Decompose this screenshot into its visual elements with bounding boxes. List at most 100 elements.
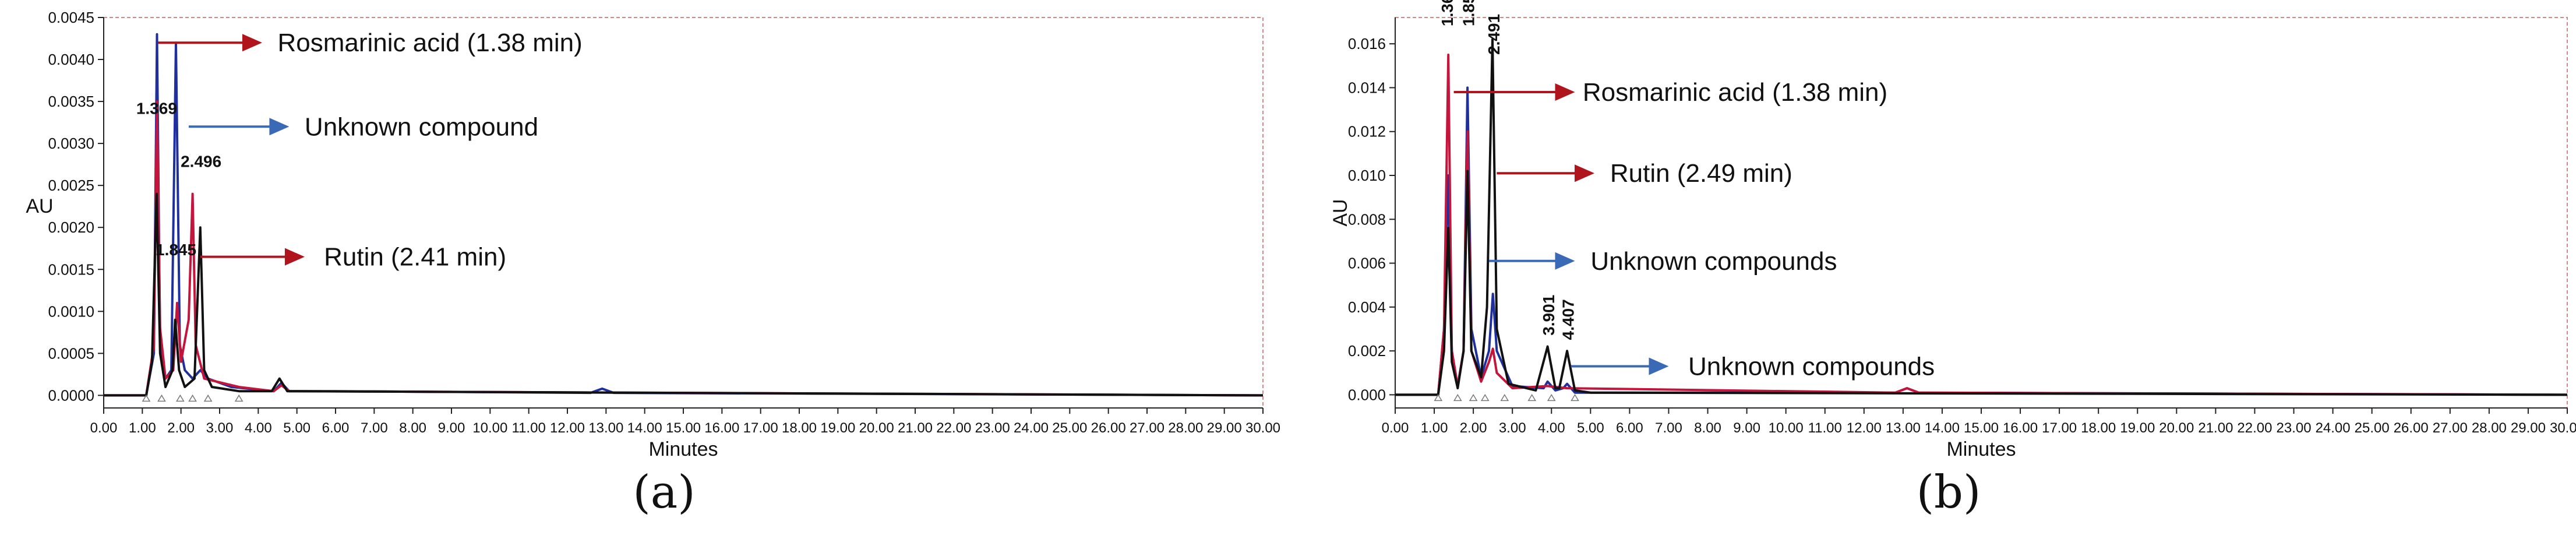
annotation-label: Unknown compound — [305, 112, 538, 141]
annotation-arrow-head — [1575, 164, 1595, 182]
x-tick-label: 23.00 — [2277, 420, 2312, 436]
x-tick-label: 3.00 — [206, 420, 234, 436]
x-tick-label: 0.00 — [90, 420, 118, 436]
x-tick-label: 27.00 — [2433, 420, 2468, 436]
y-tick-label: 0.0035 — [48, 93, 94, 110]
x-tick-label: 1.00 — [1421, 420, 1448, 436]
peak-label: 1.852 — [1459, 0, 1477, 26]
x-tick-label: 9.00 — [438, 420, 465, 436]
peak-label: 4.407 — [1559, 299, 1577, 340]
integration-mark — [234, 394, 244, 402]
x-tick-label: 9.00 — [1733, 420, 1760, 436]
peak-label: 1.845 — [156, 241, 196, 259]
x-tick-label: 28.00 — [2472, 420, 2507, 436]
y-tick-label: 0.008 — [1348, 210, 1386, 228]
annotation-label: Unknown compounds — [1688, 352, 1935, 381]
caption-a: (a) — [633, 466, 696, 519]
x-tick-label: 16.00 — [704, 420, 739, 436]
x-tick-label: 13.00 — [588, 420, 623, 436]
series-line-3 — [104, 192, 1264, 397]
annotation-arrow-head — [1555, 83, 1575, 101]
y-tick-label: 0.016 — [1348, 35, 1386, 52]
x-tick-label: 4.00 — [245, 420, 272, 436]
integration-mark — [1527, 393, 1537, 402]
x-tick-label: 25.00 — [1052, 420, 1087, 436]
x-tick-label: 19.00 — [820, 420, 855, 436]
x-tick-label: 0.00 — [1382, 420, 1409, 436]
x-tick-label: 2.00 — [167, 420, 195, 436]
x-tick-label: 14.00 — [627, 420, 662, 436]
y-axis-label: AU — [26, 195, 53, 217]
x-tick-label: 2.00 — [1460, 420, 1487, 436]
peak-label: 1.363 — [1438, 0, 1456, 26]
integration-mark — [1571, 393, 1579, 402]
y-tick-label: 0.0010 — [48, 302, 94, 320]
annotation-arrow-head — [284, 248, 305, 266]
x-tick-label: 27.00 — [1130, 420, 1165, 436]
chart-b: 0.000 0.002 0.004 0.006 0.008 0.010 0.012 0.014… — [1329, 0, 2576, 460]
chromatogram-panel-a: 0.0000 0.0005 0.0010 0.0015 0.0020 0.0025 0.00… — [0, 0, 1287, 539]
x-tick-label: 20.00 — [859, 420, 894, 436]
x-tick-label: 23.00 — [975, 420, 1010, 436]
y-tick-label: 0.0040 — [48, 51, 94, 68]
y-tick-label: 0.0030 — [48, 135, 94, 152]
annotation-label: Rosmarinic acid (1.38 min) — [1583, 78, 1887, 107]
integration-mark — [176, 394, 185, 402]
integration-mark — [1480, 393, 1490, 402]
x-tick-label: 17.00 — [743, 420, 778, 436]
caption-b: (b) — [1916, 466, 1981, 519]
integration-mark — [188, 394, 197, 402]
y-tick-label: 0.002 — [1348, 342, 1386, 360]
x-tick-label: 7.00 — [1655, 420, 1682, 436]
integration-mark — [1434, 393, 1443, 402]
x-tick-label: 8.00 — [1694, 420, 1721, 436]
y-axis-label: AU — [1329, 199, 1351, 226]
x-tick-label: 5.00 — [283, 420, 310, 436]
x-tick-label: 18.00 — [2081, 420, 2116, 436]
x-tick-label: 22.00 — [2237, 420, 2272, 436]
peak-label: 2.491 — [1485, 14, 1503, 55]
x-tick-label: 10.00 — [1769, 420, 1804, 436]
x-tick-label: 18.00 — [782, 420, 817, 436]
x-tick-label: 26.00 — [2394, 420, 2429, 436]
x-tick-label: 30.00 — [2550, 420, 2576, 436]
annotation-label: Unknown compounds — [1590, 247, 1837, 276]
y-tick-label: 0.010 — [1348, 167, 1386, 184]
y-tick-label: 0.0015 — [48, 261, 94, 278]
x-tick-label: 14.00 — [1925, 420, 1960, 436]
x-tick-label: 4.00 — [1538, 420, 1565, 436]
annotation-arrow-head — [269, 118, 290, 136]
series-line-3 — [1395, 38, 2568, 396]
peak-label: 3.901 — [1540, 295, 1558, 336]
series-line-1 — [104, 33, 1264, 397]
x-tick-label: 11.00 — [1808, 420, 1842, 436]
integration-mark — [1469, 393, 1478, 402]
annotation-arrow-head — [1649, 357, 1669, 375]
y-tick-label: 0.0020 — [48, 219, 94, 236]
x-tick-label: 24.00 — [2316, 420, 2351, 436]
integration-mark — [1547, 393, 1556, 402]
series-line-2 — [1395, 54, 2568, 396]
x-tick-label: 21.00 — [2198, 420, 2233, 436]
x-tick-label: 28.00 — [1168, 420, 1203, 436]
x-axis-label: Minutes — [648, 438, 718, 460]
x-tick-label: 25.00 — [2355, 420, 2390, 436]
integration-mark — [157, 394, 166, 402]
integration-mark — [1453, 393, 1462, 402]
series-line-1 — [1395, 86, 2568, 396]
x-tick-label: 16.00 — [2003, 420, 2038, 436]
y-tick-label: 0.0005 — [48, 344, 94, 362]
chart-a: 0.0000 0.0005 0.0010 0.0015 0.0020 0.0025 0.00… — [26, 9, 1280, 460]
annotation-label: Rutin (2.49 min) — [1610, 159, 1792, 188]
x-tick-label: 7.00 — [361, 420, 388, 436]
x-tick-label: 1.00 — [129, 420, 156, 436]
x-tick-label: 15.00 — [1964, 420, 1999, 436]
y-tick-label: 0.0025 — [48, 177, 94, 194]
x-tick-label: 12.00 — [550, 420, 585, 436]
chromatogram-panel-b: 0.000 0.002 0.004 0.006 0.008 0.010 0.012 0.014… — [1289, 0, 2576, 539]
y-tick-label: 0.0000 — [48, 386, 94, 404]
x-tick-label: 6.00 — [1616, 420, 1643, 436]
x-tick-label: 20.00 — [2159, 420, 2194, 436]
x-tick-label: 19.00 — [2120, 420, 2155, 436]
annotation-label: Rutin (2.41 min) — [324, 243, 506, 272]
